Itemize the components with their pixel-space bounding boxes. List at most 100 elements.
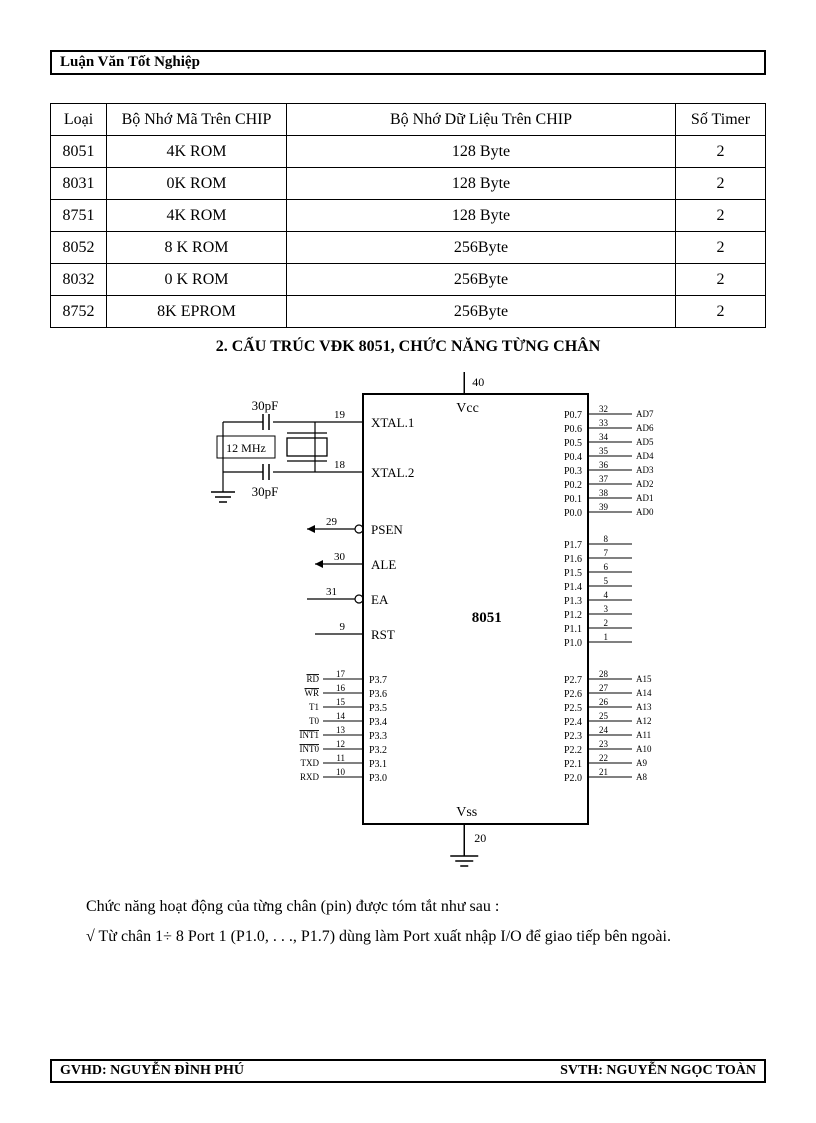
table-cell: 256Byte (287, 232, 676, 264)
svg-text:Vcc: Vcc (456, 401, 479, 416)
svg-text:A15: A15 (636, 674, 652, 684)
svg-text:RXD: RXD (300, 772, 320, 782)
svg-text:T1: T1 (309, 702, 319, 712)
svg-text:RST: RST (371, 627, 395, 642)
section-title: 2. CẤU TRÚC VĐK 8051, CHỨC NĂNG TỪNG CHÂ… (50, 338, 766, 356)
svg-text:38: 38 (599, 488, 609, 498)
table-cell: 8031 (51, 168, 107, 200)
table-row: 80528 K ROM256Byte2 (51, 232, 766, 264)
svg-text:14: 14 (336, 711, 346, 721)
svg-text:29: 29 (326, 516, 338, 528)
svg-text:A12: A12 (636, 716, 652, 726)
svg-text:INT1: INT1 (300, 730, 320, 740)
svg-text:XTAL.2: XTAL.2 (371, 465, 414, 480)
footer-gvhd: GVHD: NGUYỄN ĐÌNH PHÚ (60, 1063, 244, 1079)
svg-text:PSEN: PSEN (371, 522, 403, 537)
svg-text:9: 9 (340, 621, 346, 633)
table-row: 80320 K ROM256Byte2 (51, 264, 766, 296)
svg-text:1: 1 (604, 632, 609, 642)
table-cell: 8752 (51, 296, 107, 328)
table-cell: 8751 (51, 200, 107, 232)
footer-svth: SVTH: NGUYỄN NGỌC TOÀN (560, 1063, 756, 1079)
svg-text:AD0: AD0 (636, 507, 654, 517)
svg-text:18: 18 (334, 459, 346, 471)
chip-family-table: Loại Bộ Nhớ Mã Trên CHIP Bộ Nhớ Dữ Liệu … (50, 103, 766, 328)
table-row: 87514K ROM128 Byte2 (51, 200, 766, 232)
table-row: 80514K ROM128 Byte2 (51, 136, 766, 168)
table-cell: 8032 (51, 264, 107, 296)
svg-text:11: 11 (336, 753, 345, 763)
svg-text:37: 37 (599, 474, 609, 484)
svg-text:P0.7: P0.7 (564, 410, 582, 421)
svg-text:25: 25 (599, 711, 609, 721)
svg-text:P3.0: P3.0 (369, 773, 387, 784)
pinout-diagram: 40VccVss20805119XTAL.118XTAL.229PSEN30AL… (128, 364, 688, 874)
svg-text:P1.3: P1.3 (564, 596, 582, 607)
svg-text:16: 16 (336, 683, 346, 693)
svg-text:Vss: Vss (456, 805, 477, 820)
svg-text:P2.1: P2.1 (564, 759, 582, 770)
table-cell: 128 Byte (287, 136, 676, 168)
svg-text:P2.6: P2.6 (564, 689, 582, 700)
svg-text:26: 26 (599, 697, 609, 707)
page-footer: GVHD: NGUYỄN ĐÌNH PHÚ SVTH: NGUYỄN NGỌC … (50, 1059, 766, 1083)
svg-text:8051: 8051 (472, 610, 502, 626)
svg-text:AD1: AD1 (636, 493, 654, 503)
th-rom: Bộ Nhớ Mã Trên CHIP (107, 104, 287, 136)
svg-text:A11: A11 (636, 730, 651, 740)
table-cell: 128 Byte (287, 168, 676, 200)
svg-text:5: 5 (604, 576, 609, 586)
svg-text:A10: A10 (636, 744, 652, 754)
header-title: Luận Văn Tốt Nghiệp (60, 54, 200, 70)
svg-text:XTAL.1: XTAL.1 (371, 415, 414, 430)
svg-text:32: 32 (599, 404, 608, 414)
th-loai: Loại (51, 104, 107, 136)
svg-text:23: 23 (599, 739, 609, 749)
svg-text:AD6: AD6 (636, 423, 654, 433)
svg-text:P0.3: P0.3 (564, 466, 582, 477)
table-cell: 128 Byte (287, 200, 676, 232)
svg-text:12 MHz: 12 MHz (226, 441, 266, 455)
svg-text:13: 13 (336, 725, 346, 735)
svg-text:36: 36 (599, 460, 609, 470)
svg-text:P2.2: P2.2 (564, 745, 582, 756)
svg-text:P1.0: P1.0 (564, 638, 582, 649)
table-header-row: Loại Bộ Nhớ Mã Trên CHIP Bộ Nhớ Dữ Liệu … (51, 104, 766, 136)
svg-text:2: 2 (604, 618, 609, 628)
svg-text:AD7: AD7 (636, 409, 654, 419)
page-header: Luận Văn Tốt Nghiệp (50, 50, 766, 75)
svg-text:31: 31 (326, 586, 337, 598)
svg-text:P2.5: P2.5 (564, 703, 582, 714)
svg-text:WR: WR (305, 688, 320, 698)
th-ram: Bộ Nhớ Dữ Liệu Trên CHIP (287, 104, 676, 136)
svg-text:30: 30 (334, 551, 346, 563)
svg-text:24: 24 (599, 725, 609, 735)
table-cell: 2 (676, 296, 766, 328)
svg-text:35: 35 (599, 446, 609, 456)
svg-text:12: 12 (336, 739, 345, 749)
table-cell: 2 (676, 200, 766, 232)
table-cell: 4K ROM (107, 200, 287, 232)
svg-text:AD4: AD4 (636, 451, 654, 461)
svg-text:33: 33 (599, 418, 609, 428)
svg-text:21: 21 (599, 767, 608, 777)
svg-text:P3.6: P3.6 (369, 689, 387, 700)
svg-text:27: 27 (599, 683, 609, 693)
svg-text:TXD: TXD (301, 758, 320, 768)
pinout-diagram-wrap: 40VccVss20805119XTAL.118XTAL.229PSEN30AL… (50, 364, 766, 874)
svg-text:P3.5: P3.5 (369, 703, 387, 714)
svg-text:19: 19 (334, 409, 346, 421)
svg-text:ALE: ALE (371, 557, 396, 572)
svg-text:T0: T0 (309, 716, 319, 726)
svg-text:22: 22 (599, 753, 608, 763)
svg-text:3: 3 (604, 604, 609, 614)
svg-text:P0.5: P0.5 (564, 438, 582, 449)
svg-text:20: 20 (474, 831, 486, 845)
th-timer: Số Timer (676, 104, 766, 136)
table-row: 80310K ROM128 Byte2 (51, 168, 766, 200)
svg-text:P2.7: P2.7 (564, 675, 582, 686)
svg-text:P0.6: P0.6 (564, 424, 582, 435)
svg-text:RD: RD (306, 674, 319, 684)
svg-text:6: 6 (604, 562, 609, 572)
svg-text:P0.0: P0.0 (564, 508, 582, 519)
